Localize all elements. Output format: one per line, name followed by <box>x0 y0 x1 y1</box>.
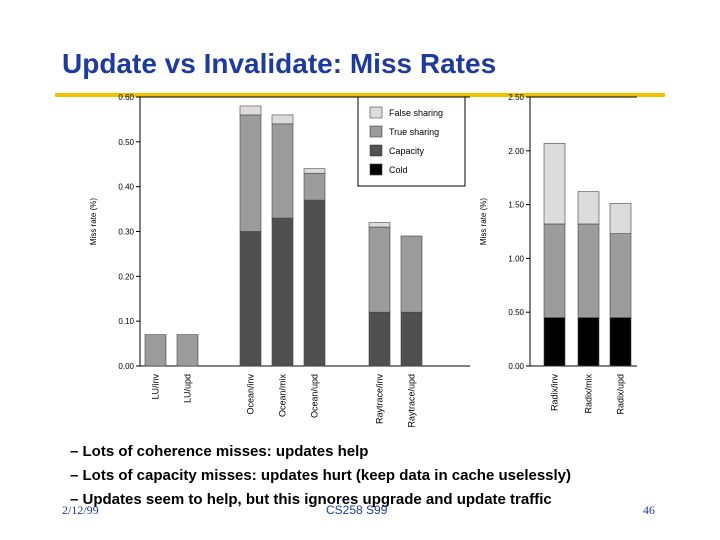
chart-1-ytick-label-1: 0.50 <box>508 308 524 317</box>
category-label-radix-inv: Radix/inv <box>550 374 560 412</box>
bar-radix-upd-cold <box>609 317 632 367</box>
chart-1-ytick-label-5: 2.50 <box>508 93 524 102</box>
legend-swatch-capacity <box>369 144 383 157</box>
category-label-lu-upd: LU/upd <box>183 374 193 403</box>
bar-raytrace-inv-capacity <box>368 311 391 367</box>
bar-ocean-mix-true-sharing <box>271 123 294 219</box>
bar-ocean-inv-false-sharing <box>239 105 262 116</box>
bar-radix-mix-false-sharing <box>577 191 600 225</box>
chart-1-y-axis-label: Miss rate (%) <box>479 198 488 245</box>
category-label-radix-upd: Radix/upd <box>616 374 626 415</box>
chart-0-ytick-label-1: 0.10 <box>118 317 134 326</box>
legend-label-capacity: Capacity <box>389 146 425 156</box>
chart-1-ytick-label-4: 2.00 <box>508 147 524 156</box>
footer-course: CS258 S99 <box>326 503 388 517</box>
bar-raytrace-upd-capacity <box>400 311 423 367</box>
chart-0-ytick-label-2: 0.20 <box>118 272 134 281</box>
legend-label-cold: Cold <box>389 165 408 175</box>
chart-0-y-axis-label: Miss rate (%) <box>89 198 98 245</box>
chart-1-ytick-label-3: 1.50 <box>508 201 524 210</box>
bar-radix-inv-true-sharing <box>543 223 566 318</box>
chart-0-ytick-label-3: 0.30 <box>118 228 134 237</box>
category-label-ocean-mix: Ocean/mix <box>278 374 288 418</box>
chart-0-ytick-label-6: 0.60 <box>118 93 134 102</box>
bar-ocean-inv-true-sharing <box>239 114 262 232</box>
bar-radix-upd-false-sharing <box>609 203 632 234</box>
bar-raytrace-upd-true-sharing <box>400 235 423 313</box>
bar-radix-inv-false-sharing <box>543 142 566 225</box>
bar-ocean-mix-capacity <box>271 217 294 367</box>
category-label-radix-mix: Radix/mix <box>584 374 594 414</box>
slide-title: Update vs Invalidate: Miss Rates <box>62 48 497 79</box>
category-label-ocean-upd: Ocean/upd <box>310 374 320 418</box>
bullet-traffic: – Updates seem to help, but this ignores… <box>70 491 552 508</box>
bar-radix-inv-cold <box>543 317 566 367</box>
category-label-ocean-inv: Ocean/inv <box>246 374 256 415</box>
footer-date: 2/12/99 <box>62 503 99 517</box>
bullet-capacity: – Lots of capacity misses: updates hurt … <box>70 467 572 484</box>
chart-0-ytick-label-0: 0.00 <box>118 362 134 371</box>
bar-ocean-upd-true-sharing <box>303 172 326 201</box>
legend-label-true-sharing: True sharing <box>389 127 439 137</box>
bar-radix-mix-true-sharing <box>577 223 600 318</box>
chart-1-ytick-label-0: 0.00 <box>508 362 524 371</box>
chart-0-ytick-label-5: 0.50 <box>118 138 134 147</box>
category-label-raytrace-upd: Raytrace/upd <box>407 374 417 428</box>
chart-1-ytick-label-2: 1.00 <box>508 254 524 263</box>
bar-radix-mix-cold <box>577 317 600 367</box>
chart-0-ytick-label-4: 0.40 <box>118 183 134 192</box>
bar-ocean-upd-false-sharing <box>303 168 326 174</box>
bar-lu-inv-true-sharing <box>144 334 167 367</box>
bar-raytrace-inv-false-sharing <box>368 222 391 228</box>
legend-label-false-sharing: False sharing <box>389 108 443 118</box>
bar-lu-upd-true-sharing <box>176 334 199 367</box>
title-underline <box>55 93 665 97</box>
bullet-coherence: – Lots of coherence misses: updates help <box>70 443 369 460</box>
bullet-list: – Lots of coherence misses: updates help… <box>70 440 571 512</box>
legend-swatch-true-sharing <box>369 125 383 138</box>
bar-ocean-mix-false-sharing <box>271 114 294 125</box>
bar-raytrace-inv-true-sharing <box>368 226 391 313</box>
legend-swatch-false-sharing <box>369 106 383 119</box>
category-label-raytrace-inv: Raytrace/inv <box>375 374 385 425</box>
bar-radix-upd-true-sharing <box>609 233 632 318</box>
footer-page-number: 46 <box>643 503 655 517</box>
bar-ocean-inv-capacity <box>239 231 262 367</box>
legend-swatch-cold <box>369 163 383 176</box>
bar-ocean-upd-capacity <box>303 199 326 367</box>
category-label-lu-inv: LU/inv <box>151 374 161 400</box>
